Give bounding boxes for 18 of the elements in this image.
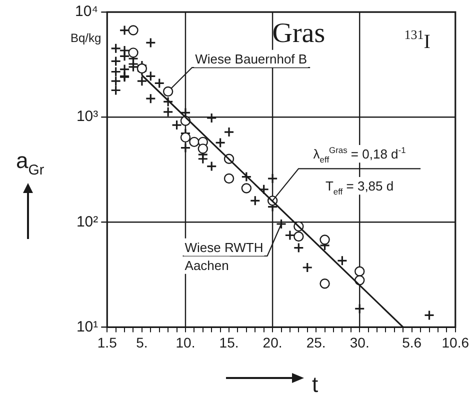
x-axis-title: t [312,372,318,397]
x-tick-label: 1.5 [97,334,118,350]
annotation: Wiese Bauernhof B [195,52,308,67]
y-tick-label: 10⁴ [74,3,98,20]
y-tick-label: 10¹ [76,318,98,336]
x-tick-label: 20. [262,334,282,350]
y-tick-label: 10² [76,213,98,230]
x-tick-label: 15. [219,334,239,350]
annotation: Wiese RWTH Aachen [184,240,264,273]
x-tick-label: 5. [136,334,148,350]
x-tick-label: 25. [306,334,326,350]
text: Bq/kg [70,31,102,45]
x-tick-label: 10.6 [442,334,470,350]
x-tick-label: 30. [350,334,370,350]
y-tick-label: 10³ [76,108,98,126]
x-tick-label: 5.6 [402,334,422,350]
x-tick-label: 10. [176,334,196,350]
chart-title: Gras [272,18,326,49]
